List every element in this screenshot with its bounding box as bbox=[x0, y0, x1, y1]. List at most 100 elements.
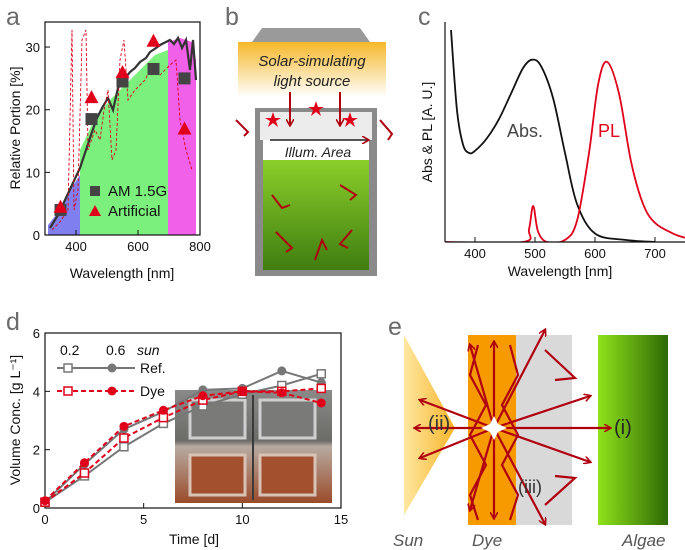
panel-a: a 400 600 800 0 10 20 30 Wavelength [nm] Relat… bbox=[6, 3, 211, 281]
lamp-glow bbox=[238, 42, 386, 97]
x-tick-label-c: 400 bbox=[464, 246, 486, 261]
y-tick-label-a: 0 bbox=[33, 228, 40, 243]
markers-a bbox=[53, 33, 192, 216]
x-tick-label-d: 5 bbox=[140, 512, 147, 527]
open-square-point bbox=[79, 468, 90, 478]
am15g-point bbox=[116, 75, 129, 88]
legend-dye-open bbox=[63, 386, 73, 396]
emit-ne-steep bbox=[493, 330, 545, 429]
plot-frame-d bbox=[44, 332, 342, 509]
legend-a: AM 1.5G Artificial bbox=[89, 183, 167, 220]
filled-circle-point bbox=[158, 405, 168, 415]
y-tick-label-a: 20 bbox=[26, 103, 40, 118]
y-tick-label-a: 30 bbox=[26, 40, 40, 55]
curves-c bbox=[445, 29, 685, 242]
panel-b: b Solar-simulating light source Illum. A… bbox=[225, 3, 394, 276]
ray-4 bbox=[379, 119, 394, 141]
abs-curve bbox=[450, 29, 656, 242]
label-iii: (iii) bbox=[518, 477, 542, 497]
star-2 bbox=[308, 101, 324, 116]
light-stars bbox=[265, 101, 358, 127]
am15g-point bbox=[147, 62, 160, 75]
ylabel-d: Volume Conc. [g L⁻¹] bbox=[7, 355, 23, 485]
lamp-label-line2: light source bbox=[274, 73, 351, 90]
emission-source-star bbox=[481, 416, 507, 440]
zigzag-right bbox=[500, 344, 520, 521]
area-label: Illum. Area bbox=[285, 144, 352, 160]
photo-details bbox=[188, 395, 317, 500]
filled-circle-point bbox=[79, 458, 89, 468]
x-tick-label-a: 800 bbox=[189, 239, 211, 254]
legend-dye-filled bbox=[107, 386, 117, 396]
am15g-point bbox=[178, 72, 191, 85]
y-tick-label-d: 0 bbox=[33, 501, 40, 516]
axis-ticks-a: 400 600 800 0 10 20 30 bbox=[26, 40, 211, 254]
series-line-d bbox=[44, 387, 322, 503]
am15g-point bbox=[85, 113, 98, 126]
lamp-label-line1: Solar-simulating bbox=[258, 53, 366, 70]
x-tick-label-d: 15 bbox=[334, 512, 348, 527]
label-dye: Dye bbox=[472, 531, 502, 550]
filled-circle-point bbox=[119, 421, 129, 431]
y-tick-label-a: 10 bbox=[26, 165, 40, 180]
series-line-d bbox=[44, 369, 322, 503]
artificial-point bbox=[84, 90, 99, 104]
ray-7 bbox=[275, 231, 294, 253]
legend-d: 0.2 0.6 sun Ref. Dye bbox=[57, 342, 166, 399]
lamp-housing bbox=[252, 28, 370, 42]
ylabel-a: Relative Portion [%] bbox=[7, 67, 23, 190]
light-arrows-b bbox=[235, 92, 394, 261]
ray-6 bbox=[339, 184, 358, 201]
x-tick-label-d: 10 bbox=[235, 512, 249, 527]
emission-arrows bbox=[415, 330, 610, 524]
emit-lower-right bbox=[493, 426, 590, 462]
ray-9 bbox=[338, 229, 353, 249]
open-square-point bbox=[119, 442, 129, 452]
axis-ticks-c: 400 500 600 700 bbox=[464, 237, 666, 261]
xlabel-c: Wavelength [nm] bbox=[508, 263, 613, 279]
y-tick-label-d: 4 bbox=[33, 384, 40, 399]
emit-se-steep bbox=[493, 427, 545, 524]
band-green bbox=[80, 50, 168, 235]
open-square-point bbox=[316, 383, 327, 394]
panel-d: d 0 5 10 15 0 2 4 6 0.2 0.6 sun Ref. Dye Time [… bbox=[6, 308, 348, 547]
emit-lower-left bbox=[420, 426, 495, 458]
ray-3 bbox=[235, 119, 250, 137]
panel-label-a: a bbox=[6, 3, 20, 31]
emit-upper-left bbox=[420, 400, 495, 430]
artificial-point bbox=[146, 33, 161, 47]
x-tick-label-d: 0 bbox=[41, 512, 48, 527]
ylabel-c: Abs & PL [A. U.] bbox=[419, 82, 435, 183]
spectrum-bands bbox=[48, 29, 198, 235]
star-3 bbox=[342, 112, 358, 127]
zigzag-left bbox=[468, 344, 488, 521]
photo-tray-bottom-right bbox=[258, 453, 317, 497]
legend-am15g: AM 1.5G bbox=[108, 183, 167, 200]
panel-label-e: e bbox=[388, 313, 402, 341]
emit-sw-steep bbox=[470, 427, 496, 510]
legend-ref-filled bbox=[107, 363, 117, 373]
algae-culture bbox=[263, 160, 369, 270]
band-magenta bbox=[168, 38, 196, 235]
legend-artificial: Artificial bbox=[108, 203, 161, 220]
label-algae: Algae bbox=[621, 531, 665, 550]
filled-circle-point bbox=[237, 386, 247, 396]
emit-upper-right bbox=[493, 396, 590, 430]
panel-label-c: c bbox=[418, 3, 431, 31]
artificial-point bbox=[177, 121, 192, 135]
return-upper bbox=[544, 349, 578, 382]
ray-5 bbox=[271, 194, 291, 210]
series-line-d bbox=[44, 390, 322, 502]
artificial-spectrum bbox=[51, 29, 193, 231]
label-sun: Sun bbox=[393, 531, 423, 550]
artificial-point bbox=[53, 199, 68, 213]
legend-triangle-marker bbox=[89, 205, 101, 216]
container-lid bbox=[260, 112, 372, 140]
legend-col-0-2: 0.2 bbox=[60, 342, 80, 358]
x-tick-label-c: 500 bbox=[524, 246, 546, 261]
open-square-point bbox=[119, 433, 129, 443]
legend-ref-open bbox=[63, 363, 73, 373]
am15g-spectrum bbox=[49, 35, 198, 229]
artificial-point bbox=[115, 65, 130, 79]
